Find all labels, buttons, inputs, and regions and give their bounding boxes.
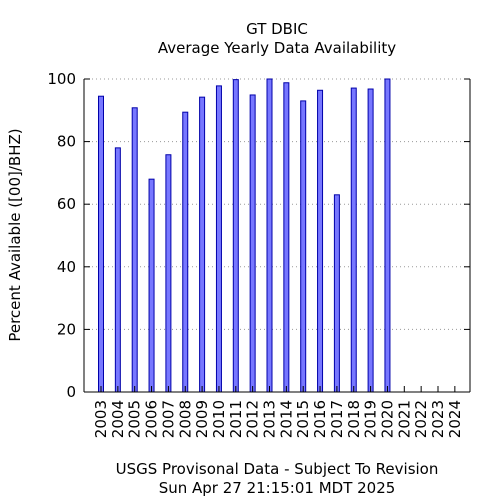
bar [98,95,104,393]
bar [350,87,357,393]
x-tick-label: 2024 [446,400,464,438]
x-tick-label: 2016 [311,400,329,438]
x-tick-label: 2007 [159,400,177,438]
x-tick-label: 2011 [227,400,245,438]
x-tick-label: 2021 [395,400,413,438]
y-tick-label: 60 [57,195,76,213]
x-tick-label: 2008 [176,400,194,438]
x-tick-label: 2013 [261,400,279,438]
x-tick-label: 2020 [378,400,396,438]
bar [333,194,340,393]
bar [199,96,206,393]
grid-lines [84,78,470,330]
bar [367,88,374,393]
y-tick-labels: 0 20 40 60 80 100 [47,70,76,401]
x-tick-label: 2006 [143,400,161,438]
bar [131,107,138,393]
x-tick-label: 2017 [328,400,346,438]
bar [215,85,222,393]
bar [114,147,121,393]
x-tick-label: 2018 [345,400,363,438]
x-tick-label: 2015 [294,400,312,438]
x-tick-label: 2019 [362,400,380,438]
y-tick-label: 100 [47,70,76,88]
x-tick-label: 2023 [429,400,447,438]
bar [249,94,256,393]
x-tick-label: 2012 [244,400,262,438]
x-tick-label: 2010 [210,400,228,438]
x-tick-label: 2004 [109,400,127,438]
bars [98,78,391,393]
footer-line-2: Sun Apr 27 21:15:01 MDT 2025 [159,479,396,497]
bar [266,78,273,393]
x-tick-label: 2003 [92,400,110,438]
bar [384,78,391,393]
bar [148,178,155,393]
bar [300,100,307,393]
y-tick-label: 20 [57,320,76,338]
axes [83,78,471,393]
y-tick-label: 0 [66,383,76,401]
bar [182,111,189,393]
x-tick-label: 2014 [277,400,295,438]
y-axis-label: Percent Available ([00]/BHZ) [6,128,24,341]
bar [317,89,324,393]
bar [232,79,239,393]
bar [165,154,172,393]
x-tick-labels: 2003200420052006200720082009201020112012… [92,400,464,438]
x-tick-label: 2022 [412,400,430,438]
y-tick-label: 40 [57,258,76,276]
chart-title: GT DBIC [246,20,308,38]
chart-subtitle: Average Yearly Data Availability [158,39,396,57]
x-tick-label: 2005 [126,400,144,438]
bar [283,82,290,393]
footer-line-1: USGS Provisonal Data - Subject To Revisi… [116,460,439,478]
y-tick-label: 80 [57,133,76,151]
x-tick-label: 2009 [193,400,211,438]
